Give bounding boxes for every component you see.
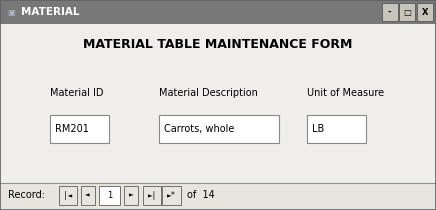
Bar <box>162 186 181 205</box>
Text: Record:: Record: <box>8 190 45 200</box>
Text: MATERIAL TABLE MAINTENANCE FORM: MATERIAL TABLE MAINTENANCE FORM <box>83 38 353 51</box>
Bar <box>59 186 77 205</box>
Text: Carrots, whole: Carrots, whole <box>164 124 234 134</box>
Text: ►*: ►* <box>167 191 176 200</box>
Text: Material Description: Material Description <box>159 88 258 98</box>
Bar <box>0 24 436 183</box>
Bar <box>159 115 279 143</box>
Bar <box>50 115 109 143</box>
Text: X: X <box>422 8 428 17</box>
Bar <box>399 3 415 21</box>
Bar <box>382 3 398 21</box>
Bar <box>99 186 120 205</box>
Text: LB: LB <box>312 124 324 134</box>
Text: |◄: |◄ <box>63 191 73 200</box>
Text: Material ID: Material ID <box>50 88 104 98</box>
Bar <box>124 186 138 205</box>
Bar <box>0 183 436 210</box>
Text: Unit of Measure: Unit of Measure <box>307 88 385 98</box>
Bar <box>81 186 95 205</box>
Text: -: - <box>388 8 392 17</box>
Text: MATERIAL: MATERIAL <box>21 7 79 17</box>
Text: ▣: ▣ <box>7 8 15 17</box>
Text: RM201: RM201 <box>54 124 89 134</box>
Text: of  14: of 14 <box>187 190 215 200</box>
Text: ►: ► <box>129 191 133 200</box>
Text: ◄: ◄ <box>85 191 90 200</box>
Text: ►|: ►| <box>147 191 157 200</box>
Bar <box>307 115 366 143</box>
Bar <box>417 3 433 21</box>
Text: 1: 1 <box>107 191 112 200</box>
Bar <box>0 0 436 24</box>
Bar <box>143 186 161 205</box>
Text: □: □ <box>403 8 411 17</box>
